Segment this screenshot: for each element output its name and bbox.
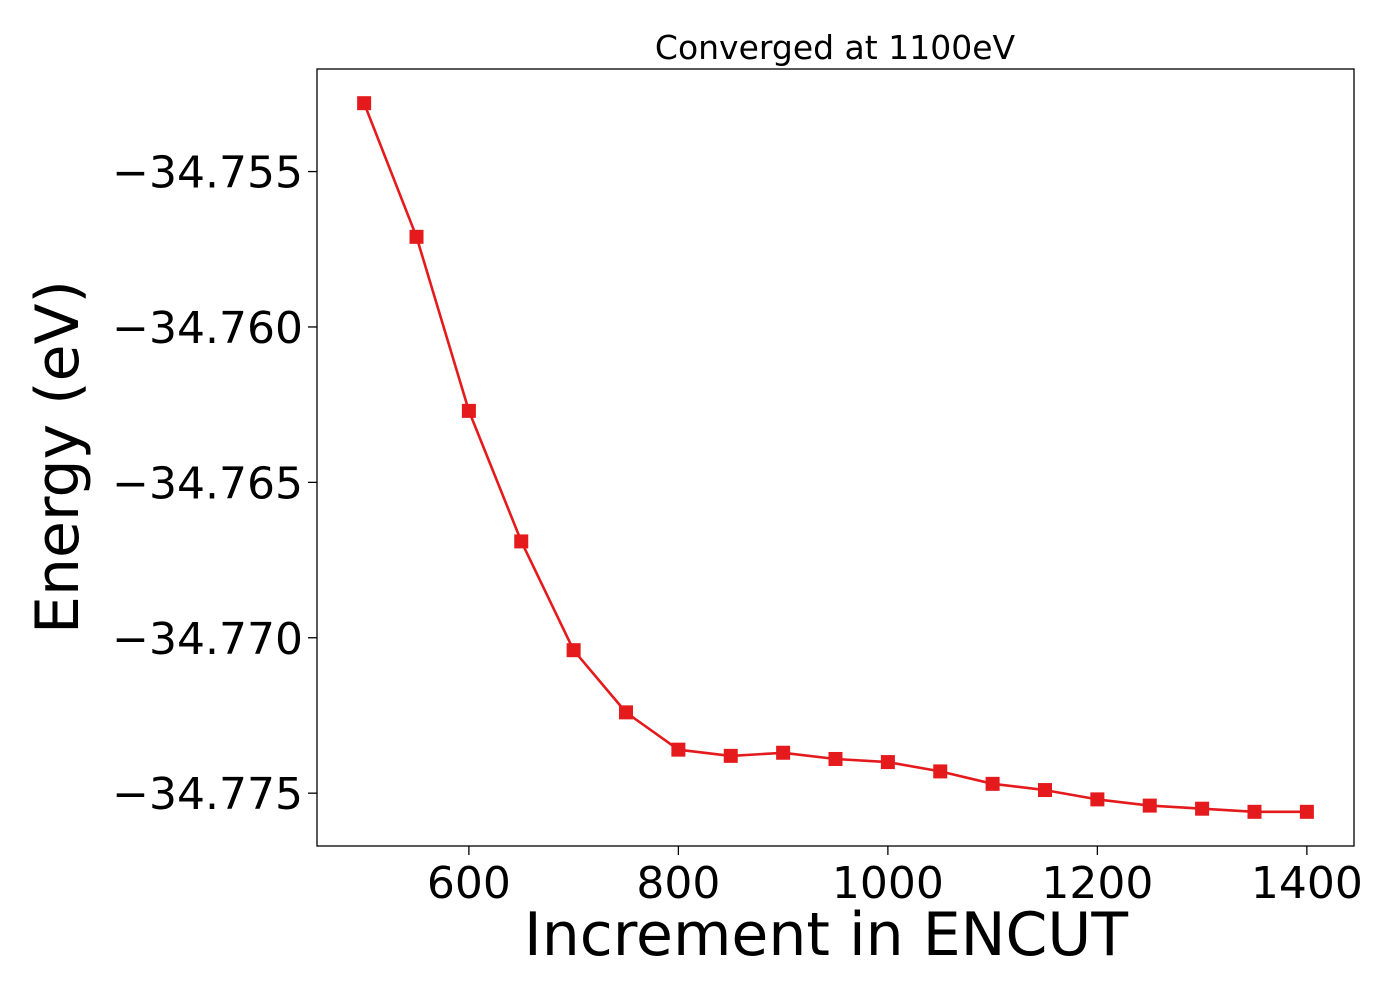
data-point	[409, 229, 424, 244]
data-point	[1037, 783, 1052, 798]
data-point	[1195, 801, 1210, 816]
x-axis-title: Increment in ENCUT	[524, 900, 1128, 970]
y-tick-label: −34.760	[112, 303, 303, 354]
y-tick-label: −34.775	[112, 769, 303, 820]
y-tick-label: −34.770	[112, 614, 303, 665]
x-tick-label: 800	[636, 858, 720, 909]
x-tick-label: 1200	[1041, 858, 1153, 909]
x-tick-label: 1000	[832, 858, 944, 909]
data-point	[566, 643, 581, 658]
data-point	[514, 534, 529, 549]
data-point	[671, 742, 686, 757]
data-point	[723, 748, 738, 763]
data-point	[1299, 804, 1314, 819]
data-point	[1090, 792, 1105, 807]
series-line	[362, 102, 1307, 814]
data-point	[1142, 798, 1157, 813]
data-point	[933, 764, 948, 779]
plot-frame	[316, 68, 1355, 847]
y-tick-label: −34.765	[112, 458, 303, 509]
data-point	[880, 755, 895, 770]
data-point	[828, 751, 843, 766]
data-point	[776, 745, 791, 760]
data-point	[357, 96, 372, 111]
y-axis-title: Energy (eV)	[23, 280, 93, 634]
x-tick-label: 600	[427, 858, 511, 909]
data-point	[461, 403, 476, 418]
plot-area: 600 800 1000 1200 1400 −34.755 −34.760 −34.765 −…	[112, 68, 1363, 909]
y-tick-label: −34.755	[112, 148, 303, 199]
data-point	[985, 776, 1000, 791]
data-point	[1247, 804, 1262, 819]
x-tick-label: 1400	[1251, 858, 1363, 909]
data-point	[619, 705, 634, 720]
chart-title: Converged at 1100eV	[655, 28, 1016, 67]
